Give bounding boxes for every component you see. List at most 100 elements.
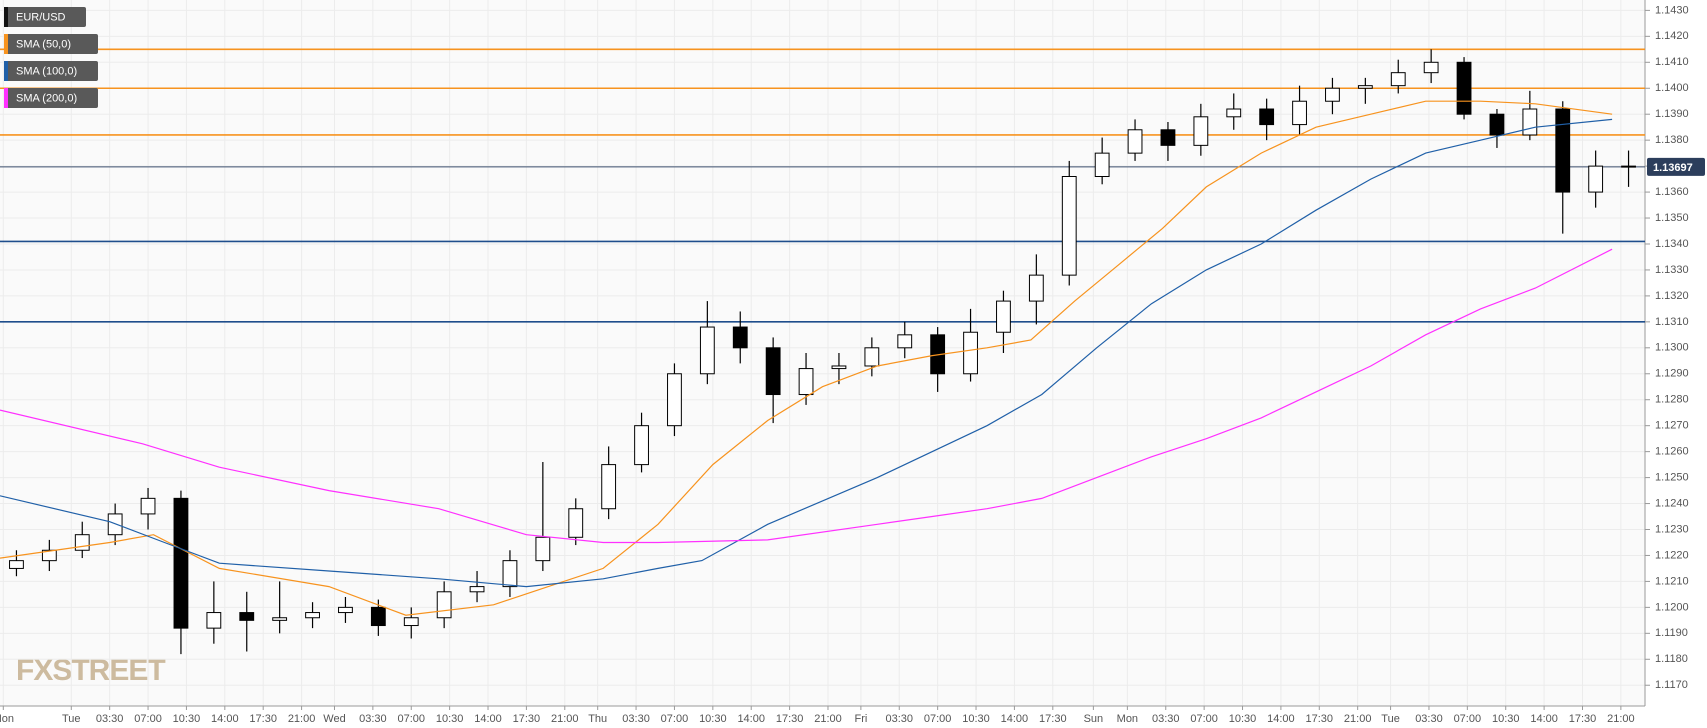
candle-body [41, 549, 57, 562]
x-tick-label: 07:00 [661, 713, 689, 725]
y-tick-label: 1.1350 [1655, 212, 1689, 224]
y-tick-label: 1.1190 [1655, 627, 1688, 639]
x-tick-label: 21:00 [1607, 713, 1635, 725]
legend-box [4, 7, 86, 27]
x-tick-label: 03:30 [96, 713, 124, 725]
y-tick-label: 1.1360 [1655, 186, 1689, 198]
y-tick-label: 1.1240 [1655, 497, 1689, 509]
legend-box [4, 88, 98, 108]
candle-body [1028, 274, 1044, 302]
x-tick-label: 17:30 [1569, 713, 1597, 725]
candle-body [1259, 108, 1275, 126]
y-tick-label: 1.1420 [1655, 30, 1689, 42]
candle-body [963, 331, 978, 375]
candle-body [272, 617, 288, 621]
candle-body [1292, 100, 1307, 126]
sma-line [0, 100, 1613, 616]
x-tick-label: Sun [1084, 713, 1104, 725]
y-tick-label: 1.1180 [1655, 653, 1688, 665]
y-tick-label: 1.1430 [1655, 4, 1689, 16]
candle-body [667, 373, 682, 427]
candle-body [1325, 87, 1340, 102]
candle-body [9, 560, 24, 569]
candle-body [370, 606, 386, 627]
x-tick-label: 03:30 [1152, 713, 1180, 725]
candle-body [1357, 85, 1373, 89]
y-tick-label: 1.1410 [1655, 56, 1689, 68]
candle-body [1456, 61, 1472, 115]
legend-swatch [4, 34, 8, 54]
candle-body [601, 464, 617, 510]
y-tick-label: 1.1300 [1655, 342, 1689, 354]
candle-body [239, 612, 255, 621]
candle-body [699, 326, 715, 375]
sma-line [0, 248, 1613, 544]
y-tick-label: 1.1250 [1655, 471, 1689, 483]
legend-label: SMA (200,0) [16, 92, 77, 104]
candle-body [1621, 165, 1636, 168]
x-tick-label: Mon [1117, 713, 1138, 725]
x-tick-label: Fri [854, 713, 867, 725]
candle-body [1423, 61, 1439, 74]
candle-body [502, 560, 518, 588]
candle-body [1588, 165, 1604, 193]
candle-body [897, 334, 913, 349]
candle-body [1390, 72, 1406, 87]
x-tick-label: 17:30 [513, 713, 541, 725]
y-tick-label: 1.1200 [1655, 601, 1689, 613]
x-tick-label: 14:00 [737, 713, 765, 725]
x-tick-label: 03:30 [359, 713, 387, 725]
y-tick-label: 1.1390 [1655, 108, 1689, 120]
candle-body [206, 612, 222, 629]
candle-body [996, 300, 1011, 333]
x-tick-label: 07:00 [1454, 713, 1482, 725]
x-tick-label: 17:30 [1039, 713, 1067, 725]
last-price-label: 1.13697 [1653, 162, 1693, 174]
x-tick-label: 10:30 [1229, 713, 1257, 725]
x-tick-label: 10:30 [173, 713, 201, 725]
x-tick-label: 17:30 [249, 713, 277, 725]
last-price-box [1647, 157, 1705, 176]
x-tick-label: 21:00 [288, 713, 316, 725]
y-tick-label: 1.1310 [1655, 316, 1689, 328]
x-tick-label: 10:30 [1492, 713, 1520, 725]
candle-body [568, 508, 584, 538]
legend-label: EUR/USD [16, 11, 66, 23]
x-tick-label: 10:30 [699, 713, 727, 725]
candle-body [1193, 116, 1209, 146]
y-tick-label: 1.1340 [1655, 238, 1689, 250]
x-tick-label: 14:00 [1267, 713, 1295, 725]
candle-body [173, 497, 189, 629]
candle-body [74, 534, 90, 551]
y-tick-label: 1.1260 [1655, 446, 1689, 458]
candle-body [798, 368, 814, 396]
candle-body [732, 326, 748, 349]
x-tick-label: 03:30 [886, 713, 914, 725]
x-tick-label: 07:00 [397, 713, 425, 725]
legend-label: SMA (50,0) [16, 38, 71, 50]
x-tick-label: 03:30 [1415, 713, 1443, 725]
candle-body [535, 536, 551, 562]
candle-body [864, 347, 880, 367]
x-tick-label: 17:30 [776, 713, 804, 725]
y-tick-label: 1.1280 [1655, 394, 1689, 406]
y-tick-label: 1.1220 [1655, 549, 1689, 561]
x-tick-label: 10:30 [962, 713, 990, 725]
candle-body [634, 425, 649, 466]
x-tick-label: 07:00 [924, 713, 952, 725]
candle-body [1555, 108, 1571, 193]
x-tick-label: Wed [323, 713, 345, 725]
x-tick-label: 14:00 [1530, 713, 1558, 725]
y-tick-label: 1.1210 [1655, 575, 1689, 587]
candle-body [305, 612, 320, 619]
x-tick-label: 21:00 [1344, 713, 1372, 725]
candle-body [1160, 129, 1176, 146]
x-tick-label: 17:30 [1306, 713, 1334, 725]
y-tick-label: 1.1170 [1655, 679, 1688, 691]
x-tick-label: Thu [588, 713, 607, 725]
x-tick-label: 14:00 [1001, 713, 1029, 725]
x-tick-label: 10:30 [436, 713, 464, 725]
x-tick-label: 07:00 [134, 713, 162, 725]
